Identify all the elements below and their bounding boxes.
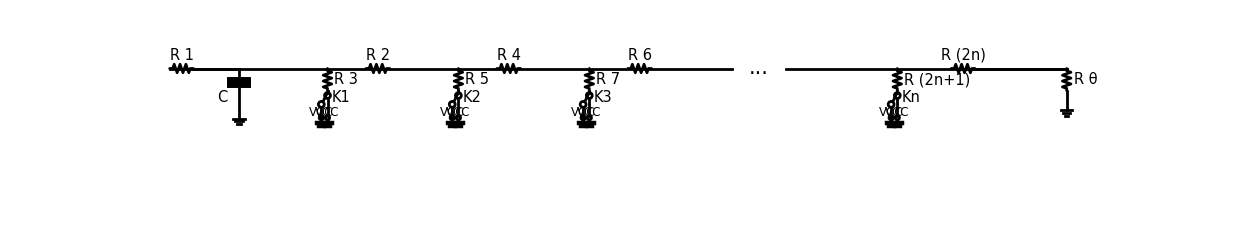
Text: K2: K2 (463, 90, 481, 105)
Text: VCC: VCC (440, 106, 465, 119)
Text: ...: ... (749, 58, 769, 78)
Text: VCC: VCC (309, 106, 334, 119)
Text: VCC: VCC (446, 106, 471, 119)
Text: R 5: R 5 (465, 72, 490, 87)
Text: R 7: R 7 (596, 72, 620, 87)
Text: R 1: R 1 (170, 48, 193, 63)
Text: VCC: VCC (315, 106, 340, 119)
Text: R θ: R θ (1074, 72, 1097, 87)
Text: R (2n+1): R (2n+1) (904, 72, 971, 87)
Text: K1: K1 (332, 90, 351, 105)
Text: R (2n): R (2n) (941, 48, 986, 63)
Text: VCC: VCC (570, 106, 595, 119)
Text: VCC: VCC (879, 106, 904, 119)
Text: K3: K3 (594, 90, 613, 105)
Text: R 6: R 6 (627, 48, 652, 63)
Text: VCC: VCC (577, 106, 601, 119)
Text: C: C (217, 90, 227, 105)
Text: VCC: VCC (885, 106, 910, 119)
Text: Kn: Kn (901, 90, 920, 105)
Text: R 3: R 3 (335, 72, 358, 87)
Text: R 4: R 4 (497, 48, 521, 63)
Text: R 2: R 2 (366, 48, 389, 63)
